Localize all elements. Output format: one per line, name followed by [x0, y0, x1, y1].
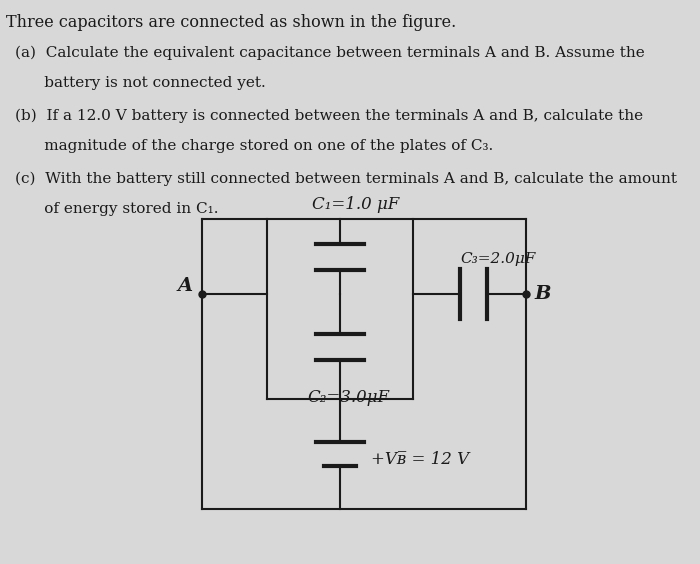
Text: battery is not connected yet.: battery is not connected yet. [15, 76, 265, 90]
Text: C₃=2.0μF: C₃=2.0μF [460, 252, 536, 266]
Text: (c)  With the battery still connected between terminals A and B, calculate the a: (c) With the battery still connected bet… [15, 172, 677, 186]
Text: Three capacitors are connected as shown in the figure.: Three capacitors are connected as shown … [6, 14, 456, 31]
Text: magnitude of the charge stored on one of the plates of C₃.: magnitude of the charge stored on one of… [15, 139, 493, 153]
Text: C₂=3.0μF: C₂=3.0μF [307, 389, 389, 406]
Text: (b)  If a 12.0 V battery is connected between the terminals A and B, calculate t: (b) If a 12.0 V battery is connected bet… [15, 109, 643, 124]
Text: B: B [534, 285, 551, 303]
Text: of energy stored in C₁.: of energy stored in C₁. [15, 202, 218, 216]
Text: (a)  Calculate the equivalent capacitance between terminals A and B. Assume the: (a) Calculate the equivalent capacitance… [15, 46, 644, 60]
Text: +Vʙ̅ = 12 V: +Vʙ̅ = 12 V [371, 451, 469, 468]
Text: C₁=1.0 μF: C₁=1.0 μF [312, 196, 400, 213]
Text: A: A [178, 277, 193, 295]
